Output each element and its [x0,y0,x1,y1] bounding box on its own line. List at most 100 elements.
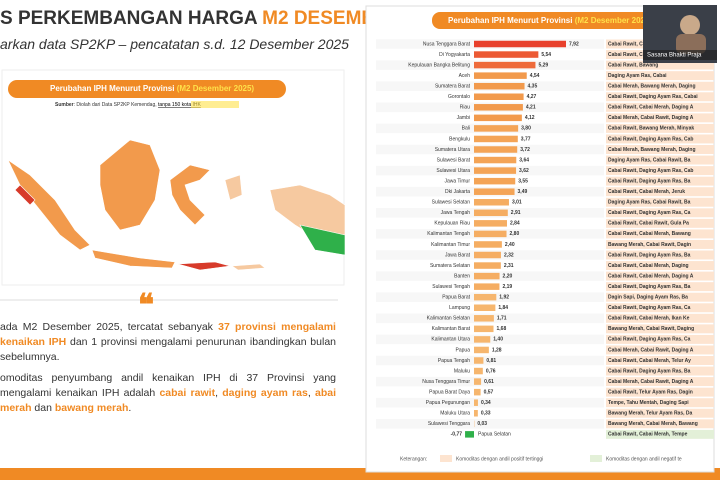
bar [474,167,517,174]
commodity: Cabai Rawit, Bawang Merah, Minyak [608,126,694,132]
value-label: 4,35 [528,84,538,90]
row-bg [376,419,604,429]
value-label: 4,21 [526,105,536,111]
text: ada M2 Desember 2025, tercatat sebanyak [0,321,219,333]
bar [474,378,482,385]
category-label: Kalimantan Selatan [427,316,471,322]
value-label: 2,40 [505,242,515,248]
commodity-bg [606,408,714,418]
category-label: Riau [460,105,471,111]
commodity-bg [606,92,714,102]
value-label: 0,33 [481,411,491,417]
map-source: Sumber: Diolah dari Data SP2KP Kemendag,… [55,102,202,108]
bar [474,93,524,100]
commodity-bg [606,334,714,344]
chart-title: Perubahan IPH Menurut Provinsi (M2 Desem… [448,16,652,25]
bar [474,336,491,343]
value-label: 0,57 [484,389,494,395]
commodity: Cabai Rawit, Cabai Merah, Jeruk [608,189,685,195]
commodity-bg [606,356,714,365]
bar [474,346,489,354]
bar [474,146,518,153]
category-label: Papua Selatan [478,432,511,438]
bar [474,325,494,333]
commodity-bg [606,239,714,249]
commodity-bg [606,398,714,408]
row-bg [376,355,604,366]
category-label: Aceh [459,73,471,79]
row-bg [376,366,604,376]
commodity-bg [606,113,714,123]
commodity: Cabai Rawit, Cabai Merah, Daging A [608,105,694,111]
highlight-text: cabai rawit [159,387,216,399]
bar [474,262,501,269]
quote-mark: ❝ [138,289,155,322]
paragraph: omoditas penyumbang andil kenaikan IPH d… [0,371,336,416]
bar [474,230,507,238]
value-label: 4,54 [530,73,540,79]
papua-selatan [299,224,346,256]
bar [474,72,527,79]
commodity: Cabai Rawit, Daging Ayam Ras, Ba [608,284,691,290]
commodity: Daging Ayam Ras, Cabai Rawit, Ba [608,200,691,206]
commodity-bg [606,197,714,207]
text: dan 1 provinsi mengalami penurunan iband… [0,336,336,363]
bar [474,315,494,322]
sumatra-part [14,184,36,206]
value-label: 2,84 [510,221,520,227]
row-bg [376,408,604,419]
value-label: 0,76 [486,368,496,374]
bar [474,399,478,406]
text: dan [31,402,55,414]
bar [474,40,566,48]
value-label: 0,03 [477,421,487,427]
commodity: Bawang Merah, Cabai Rawit, Daging [608,326,694,332]
value-label: 1,28 [492,347,502,353]
commodity: Daging Ayam Ras, Cabai [608,73,667,79]
commodity: Cabai Rawit, Cabai Merah, Bawang [608,231,691,237]
commodity-bg [606,377,714,387]
value-label: 1,68 [497,326,507,332]
commodity-bg [606,71,714,81]
category-label: Sulawesi Barat [437,157,471,163]
bar [474,251,501,259]
commodity: Dagin Sapi, Daging Ayam Ras, Ba [608,295,688,301]
commodity-bg [606,208,714,218]
category-label: Kepulauan Riau [434,221,470,227]
bar [474,188,515,195]
legend-entry: Komoditas dengan andil positif tertinggi [456,456,543,462]
commodity: Cabai Rawit, Cabai Merah, Tempe [608,432,688,438]
category-label: Kalimantan Tengah [427,231,470,237]
commodity-bg [606,303,714,313]
value-label: 1,71 [497,316,507,322]
category-label: Papua Barat Daya [429,389,470,395]
quote-text: ada M2 Desember 2025, tercatat sebanyak … [0,320,336,422]
commodity: Cabai Rawit, Cabai Merah, Daging [608,263,689,269]
value-label: 0,81 [486,358,496,364]
value-label: 3,62 [519,168,529,174]
row-bg [376,429,604,440]
commodity-bg [606,387,714,397]
row-bg [376,345,604,355]
chart-title-pill [432,12,672,29]
bar [474,304,496,311]
value-label: 0,61 [484,379,494,385]
category-label: Sumatera Utara [435,147,471,153]
commodity-bg [606,134,714,144]
bar [474,293,497,301]
value-label: 3,80 [521,126,531,132]
slide-subtitle: arkan data SP2KP – pencatatan s.d. 12 De… [0,36,349,52]
commodity: Cabai Merah, Cabai Rawit, Daging A [608,379,694,385]
commodity-bg [606,145,714,154]
bar [474,241,502,248]
value-label: 2,20 [503,273,513,279]
bar [474,177,516,185]
bar [474,388,481,396]
legend-entry: Komoditas dengan andil negatif te [606,456,682,462]
java [91,249,176,269]
category-label: Papua Tengah [438,358,470,364]
video-label: Sasana Bhakti Praja [647,53,702,59]
category-label: Sulawesi Utara [436,168,470,174]
video-label-bg [643,50,717,60]
bar [474,51,539,58]
